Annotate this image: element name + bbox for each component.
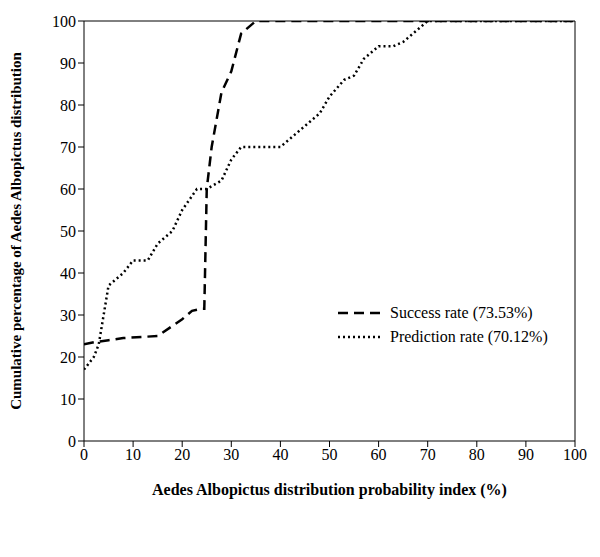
svg-text:90: 90	[518, 446, 534, 463]
svg-text:0: 0	[80, 446, 88, 463]
svg-text:70: 70	[420, 446, 436, 463]
svg-text:Cumulative percentage of Aedes: Cumulative percentage of Aedes Albopictu…	[8, 52, 24, 410]
svg-text:80: 80	[60, 97, 76, 114]
svg-text:40: 40	[60, 265, 76, 282]
svg-text:10: 10	[125, 446, 141, 463]
svg-text:100: 100	[52, 13, 76, 30]
svg-text:60: 60	[371, 446, 387, 463]
svg-text:10: 10	[60, 391, 76, 408]
html-text:Success rate (73.53%): Success rate (73.53%)	[390, 304, 533, 321]
svg-text:20: 20	[174, 446, 190, 463]
svg-text:100: 100	[563, 446, 587, 463]
svg-text:60: 60	[60, 181, 76, 198]
svg-text:30: 30	[223, 446, 239, 463]
svg-text:50: 50	[322, 446, 338, 463]
svg-text:90: 90	[60, 55, 76, 72]
svg-text:80: 80	[469, 446, 485, 463]
svg-text:Aedes Albopictus distribution: Aedes Albopictus distribution probabilit…	[152, 481, 507, 499]
html-text:Prediction rate (70.12%): Prediction rate (70.12%)	[390, 328, 548, 345]
svg-text:30: 30	[60, 307, 76, 324]
svg-text:0: 0	[68, 433, 76, 450]
svg-text:40: 40	[272, 446, 288, 463]
svg-text:20: 20	[60, 349, 76, 366]
svg-text:50: 50	[60, 223, 76, 240]
svg-text:70: 70	[60, 139, 76, 156]
